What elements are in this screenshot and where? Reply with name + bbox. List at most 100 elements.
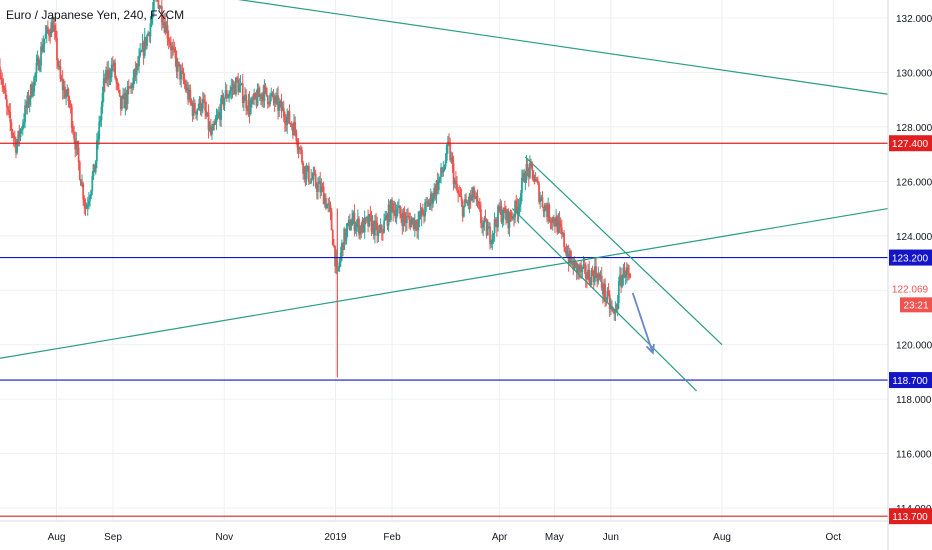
projection-arrow-shaft[interactable] [631, 292, 654, 354]
candle [438, 176, 441, 183]
candle-body [269, 94, 271, 105]
candle-body [564, 247, 567, 251]
candle-body [38, 65, 41, 71]
candle-body [130, 84, 132, 89]
trendline[interactable] [524, 156, 723, 346]
candle [299, 145, 302, 155]
candle-body [20, 129, 23, 131]
candle-series [0, 0, 632, 378]
candle-body [555, 216, 558, 227]
candle-body [436, 181, 439, 191]
candle-body [147, 32, 150, 36]
candle-body [183, 80, 186, 84]
trendline[interactable] [511, 208, 697, 392]
candle-body [601, 287, 604, 295]
candle [592, 269, 595, 290]
candle-body [442, 170, 445, 173]
candle-body [287, 111, 290, 117]
candle [270, 87, 273, 102]
candle-body [220, 98, 222, 120]
projection-arrow-head[interactable] [645, 343, 655, 355]
candle-body [196, 109, 199, 115]
candle [335, 249, 338, 275]
candle [397, 198, 400, 208]
candle [549, 217, 552, 230]
candle [72, 121, 74, 135]
candle-body [158, 7, 161, 9]
candle [50, 17, 53, 38]
candle-body [423, 214, 425, 217]
candle [506, 208, 509, 224]
candle-body [628, 273, 630, 275]
candle-body [550, 221, 553, 223]
candle [211, 123, 213, 141]
candle-body [27, 95, 30, 105]
candle [400, 207, 403, 224]
candle [318, 176, 320, 184]
candle [562, 231, 564, 238]
candle [213, 119, 216, 131]
candle [4, 83, 7, 100]
drawing-tools[interactable] [0, 0, 889, 517]
candle [387, 198, 390, 232]
candle-body [229, 90, 232, 95]
candle [95, 133, 98, 169]
candle [242, 95, 245, 112]
candle [445, 142, 448, 163]
candle [323, 193, 326, 208]
candle [20, 126, 23, 134]
candle-body [233, 84, 236, 95]
candle [26, 91, 29, 115]
candle-body [509, 212, 512, 218]
candle [499, 198, 502, 215]
candle-body [473, 187, 475, 198]
candle-body [424, 202, 426, 217]
candle-body [264, 85, 267, 88]
candle [248, 91, 251, 124]
candle-body [115, 77, 118, 82]
candle-body [144, 37, 147, 47]
candle-body [451, 157, 454, 164]
candle [83, 195, 86, 215]
candle [117, 82, 120, 93]
candle-body [529, 163, 531, 178]
candle-body [134, 68, 137, 75]
candle [399, 205, 401, 219]
candle [182, 67, 185, 85]
candle-body [535, 178, 538, 181]
candle-body [182, 72, 185, 81]
candle-body [508, 212, 511, 229]
candle [250, 96, 253, 108]
time-tick-label: Feb [383, 532, 401, 543]
candle [159, 5, 162, 9]
time-axis[interactable]: Aug Sep Nov 2019 Feb Apr May Jun Aug Oct [48, 532, 842, 543]
candle-body [380, 225, 383, 233]
candle [322, 181, 325, 205]
candle [476, 189, 479, 208]
candle [278, 97, 281, 117]
candle [249, 97, 252, 116]
candle-body [107, 69, 110, 80]
candle-body [335, 257, 338, 267]
trendline[interactable] [0, 207, 889, 359]
time-tick-label: May [545, 532, 564, 543]
candle-body [510, 217, 513, 219]
candle-body [254, 93, 257, 98]
candle [433, 183, 436, 202]
candle-body [237, 80, 240, 93]
candle [281, 101, 284, 112]
candle-body [605, 299, 608, 301]
candle [256, 83, 259, 107]
candle [111, 56, 114, 72]
candle-body [427, 202, 430, 207]
candle [290, 121, 293, 131]
candle-body [321, 186, 324, 188]
candle [627, 263, 629, 281]
candle-body [532, 170, 535, 182]
candle [503, 200, 506, 213]
candle [309, 181, 311, 185]
candle [526, 158, 529, 177]
trendline[interactable] [179, 0, 889, 95]
candle [337, 266, 340, 272]
